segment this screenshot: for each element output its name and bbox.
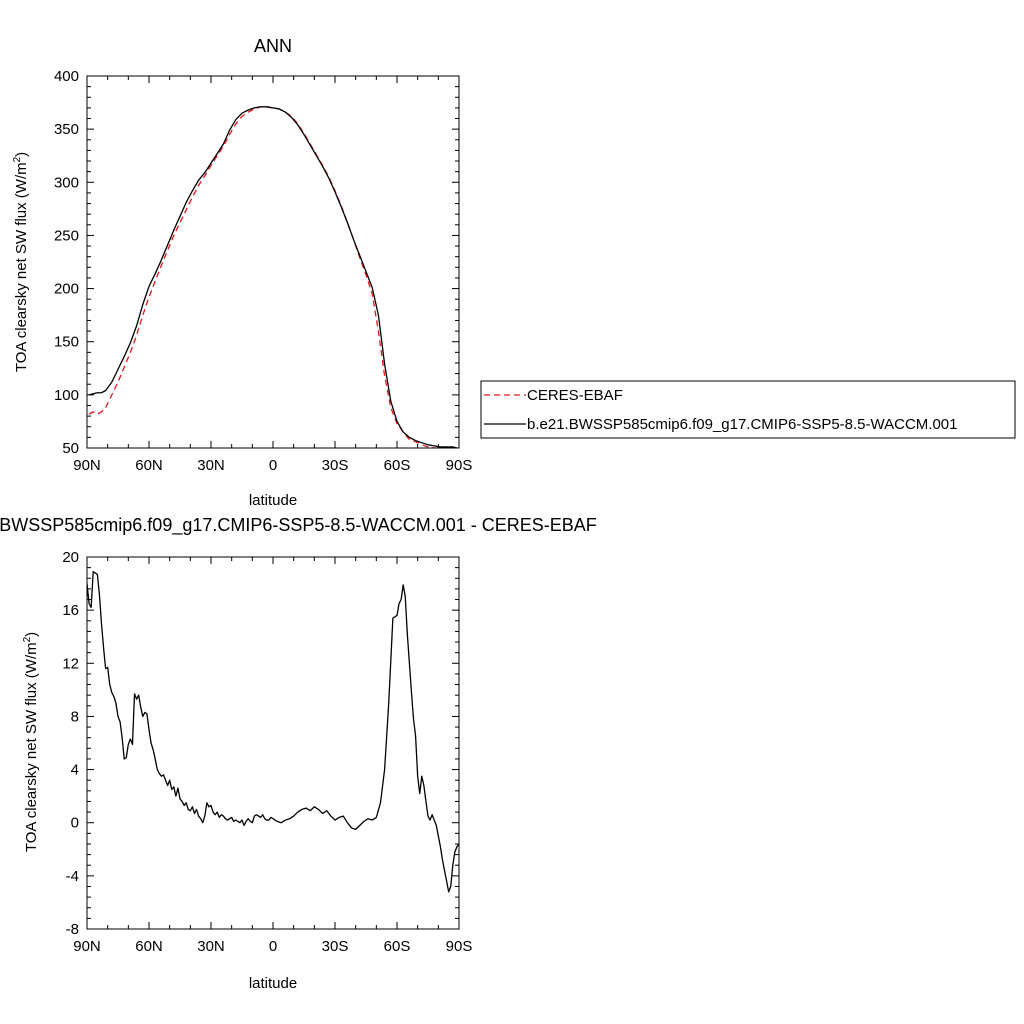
bottom-x-tick-label: 90S bbox=[446, 938, 473, 955]
top-y-label-main: TOA clearsky net SW flux (W/m bbox=[13, 162, 30, 372]
top-series-line-0 bbox=[88, 106, 457, 448]
bottom-y-tick-label: -8 bbox=[66, 921, 79, 938]
bottom-y-tick-label: 16 bbox=[62, 602, 79, 619]
legend: CERES-EBAF b.e21.BWSSP585cmip6.f09_g17.C… bbox=[480, 380, 1016, 439]
top-x-tick-label: 90N bbox=[73, 457, 101, 474]
bottom-y-tick-label: -4 bbox=[66, 868, 79, 885]
top-y-tick-label: 50 bbox=[62, 440, 79, 457]
legend-box bbox=[480, 380, 1016, 439]
bottom-x-tick-label: 30S bbox=[322, 938, 349, 955]
bottom-series-line-0 bbox=[87, 570, 459, 893]
top-x-tick-label: 90S bbox=[446, 457, 473, 474]
bottom-x-tick-label: 90N bbox=[73, 938, 101, 955]
bottom-y-label-close: ) bbox=[23, 632, 40, 637]
legend-label-model: b.e21.BWSSP585cmip6.f09_g17.CMIP6-SSP5-8… bbox=[527, 416, 957, 433]
top-y-tick-label: 100 bbox=[54, 387, 79, 404]
bottom-y-axis-label: TOA clearsky net SW flux (W/m2) bbox=[22, 632, 40, 852]
bottom-x-axis-label: latitude bbox=[249, 975, 297, 992]
bottom-x-tick-label: 60N bbox=[135, 938, 163, 955]
bottom-y-tick-label: 20 bbox=[62, 549, 79, 566]
top-y-label-close: ) bbox=[13, 152, 30, 157]
top-y-label-sup: 2 bbox=[12, 156, 23, 162]
top-x-tick-label: 0 bbox=[269, 457, 277, 474]
top-series-line-1 bbox=[88, 106, 458, 448]
bottom-y-tick-label: 0 bbox=[71, 815, 79, 832]
top-x-tick-label: 30S bbox=[322, 457, 349, 474]
bottom-x-tick-label: 0 bbox=[269, 938, 277, 955]
top-x-tick-label: 30N bbox=[197, 457, 225, 474]
bottom-panel: b.e21.BWSSP585cmip6.f09_g17.CMIP6-SSP5-8… bbox=[0, 515, 597, 992]
top-x-tick-label: 60S bbox=[384, 457, 411, 474]
bottom-plot-frame bbox=[86, 556, 460, 930]
top-y-tick-label: 250 bbox=[54, 227, 79, 244]
bottom-x-tick-label: 30N bbox=[197, 938, 225, 955]
legend-label-ceres: CERES-EBAF bbox=[527, 387, 623, 404]
bottom-chart-title: b.e21.BWSSP585cmip6.f09_g17.CMIP6-SSP5-8… bbox=[0, 515, 597, 536]
bottom-y-tick-label: 8 bbox=[71, 708, 79, 725]
bottom-y-label-main: TOA clearsky net SW flux (W/m bbox=[23, 642, 40, 852]
top-x-axis-label: latitude bbox=[249, 492, 297, 509]
bottom-y-tick-label: 12 bbox=[62, 655, 79, 672]
bottom-y-tick-label: 4 bbox=[71, 762, 79, 779]
top-panel: ANN 90N 60N 30N 0 30S 60S 90S 50 100 150 200 250 300… bbox=[12, 36, 472, 509]
top-y-tick-label: 150 bbox=[54, 334, 79, 351]
top-plot-frame bbox=[86, 75, 460, 449]
top-x-tick-label: 60N bbox=[135, 457, 163, 474]
bottom-plot-area: 90N 60N 30N 0 30S 60S 90S -8 -4 0 4 8 12 16 20 bbox=[62, 549, 472, 955]
top-y-tick-label: 300 bbox=[54, 174, 79, 191]
top-y-tick-label: 350 bbox=[54, 121, 79, 138]
top-plot-area: 90N 60N 30N 0 30S 60S 90S 50 100 150 200 250 300 350 4… bbox=[54, 68, 472, 474]
bottom-y-label-sup: 2 bbox=[22, 636, 33, 642]
bottom-x-tick-label: 60S bbox=[384, 938, 411, 955]
top-y-tick-label: 400 bbox=[54, 68, 79, 85]
top-chart-title: ANN bbox=[254, 36, 292, 56]
top-y-axis-label: TOA clearsky net SW flux (W/m2) bbox=[12, 152, 30, 372]
top-y-tick-label: 200 bbox=[54, 281, 79, 298]
